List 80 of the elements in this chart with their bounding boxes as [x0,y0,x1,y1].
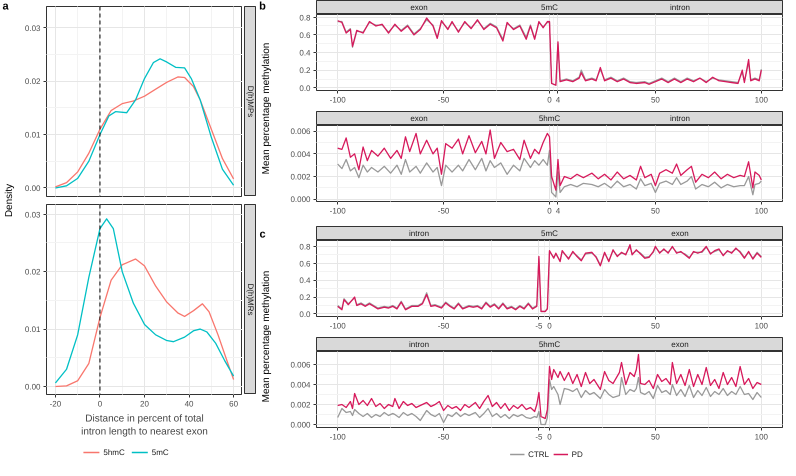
y-tick-label: 0.8 [299,14,312,22]
x-tick-label: -100 [330,206,346,216]
chart-title: a [2,0,10,12]
x-tick-label: 0 [547,206,552,216]
text: D(h)MPs [246,86,255,118]
x-tick-label: 50 [650,206,660,216]
y-tick-label: 0.2 [299,66,312,76]
x-tick-label: 100 [754,322,769,330]
x-tick-label: -5 [535,322,544,330]
x-tick-label: 0 [547,432,552,442]
x-tick-label: -50 [438,206,450,216]
x-tick-label: -100 [330,432,346,442]
y-tick-label: 0.03 [24,210,42,220]
text: exon [410,114,428,123]
x-tick-label: 50 [650,322,660,330]
y-tick-label: 0.6 [299,259,312,268]
x-tick-label: -50 [438,96,450,104]
legend-label: 5hmC [103,448,125,457]
x-tick-label: -20 [50,400,62,408]
x-tick-label: -100 [330,322,346,330]
chart-subtitle: 5hmC [538,340,560,349]
y-axis-title: Mean percentage methylation [261,270,272,402]
y-tick-label: 0.002 [290,400,312,410]
x-tick-label: -100 [330,96,346,104]
y-tick-label: 0.000 [290,195,312,204]
text: D(h)MRs [246,284,255,316]
x-tick-label: 0 [547,96,552,104]
y-tick-label: 0.02 [24,268,42,277]
x-tick-label: 40 [184,400,194,408]
y-tick-label: 0.8 [299,242,312,252]
y-tick-label: 0.006 [290,360,312,370]
x-tick-label: 20 [140,400,150,408]
text: exon [671,340,689,349]
legend-label: PD [572,450,583,459]
text: exon [671,229,689,238]
text: intron [409,229,430,238]
y-tick-label: 0.03 [24,24,42,33]
x-tick-label: -5 [535,432,544,442]
y-tick-label: 0.002 [290,172,312,182]
x-tick-label: 100 [754,432,769,442]
chart-subtitle: 5hmC [538,114,560,123]
y-tick-label: 0.004 [290,380,312,390]
x-tick-label: 50 [650,432,660,442]
y-tick-label: 0.01 [24,325,42,334]
x-axis-title: Distance in percent of total intron length to nearest exon [81,414,208,438]
y-tick-label: 0.000 [290,420,312,430]
y-axis-title: Density [4,184,15,218]
y-axis-title: Mean percentage methylation [261,42,272,174]
text: exon [410,3,428,12]
chart-title: c [259,228,266,240]
y-tick-label: 0.00 [24,382,42,392]
chart-subtitle: 5mC [541,3,558,12]
x-tick-label: 100 [754,206,769,216]
y-tick-label: 0.00 [24,184,42,193]
y-tick-label: 0.0 [299,84,312,93]
x-tick-label: 100 [754,96,769,104]
y-tick-label: 0.6 [299,30,312,40]
y-tick-label: 0.4 [299,276,312,286]
x-tick-label: 0 [547,322,552,330]
x-tick-label: 0 [98,400,103,408]
y-tick-label: 0.004 [290,150,312,159]
y-tick-label: 0.0 [299,310,312,319]
text: intron [670,3,690,12]
y-tick-label: 0.02 [24,77,42,86]
x-tick-label: -50 [438,432,450,442]
x-tick-label: -50 [438,322,450,330]
chart-subtitle: 5mC [541,229,558,238]
x-tick-label: 4 [556,96,561,104]
y-tick-label: 0.006 [290,127,312,136]
x-tick-label: 4 [556,206,561,216]
x-tick-label: 60 [229,400,239,408]
y-tick-label: 0.2 [299,293,312,302]
x-tick-label: 50 [650,96,660,104]
legend-label: 5mC [152,448,169,457]
legend-label: CTRL [528,450,550,459]
text: intron [670,114,690,123]
y-tick-label: 0.4 [299,48,312,58]
chart-title: b [259,0,266,12]
text: intron [409,340,430,349]
y-tick-label: 0.01 [24,130,42,140]
